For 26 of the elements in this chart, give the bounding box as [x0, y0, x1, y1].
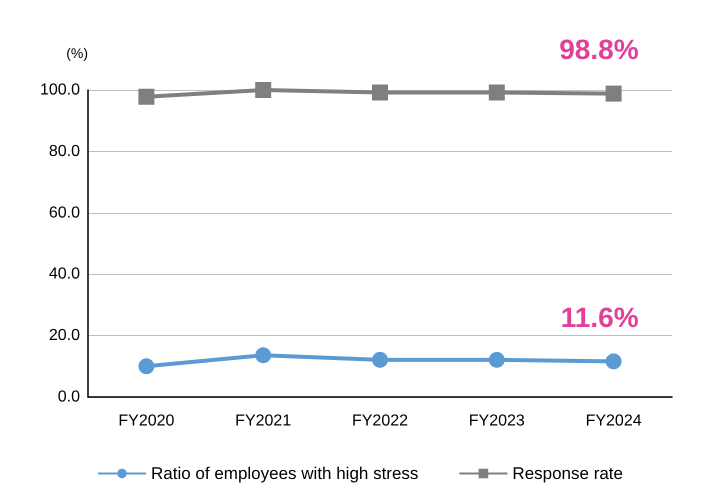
- y-tick-label: 40.0: [48, 266, 80, 283]
- annotation: 98.8%: [559, 34, 639, 66]
- point: [372, 352, 388, 368]
- point: [488, 84, 505, 100]
- y-tick-label: 100.0: [40, 82, 80, 98]
- annotation: 11.6%: [560, 302, 639, 333]
- point: [606, 86, 622, 102]
- point: [255, 82, 272, 98]
- y-tick-label: 20.0: [48, 327, 80, 344]
- y-axis-title: (%): [66, 45, 88, 61]
- point: [372, 84, 388, 100]
- point: [138, 88, 154, 105]
- x-tick-label: FY2021: [235, 412, 292, 430]
- x-tick-label: FY2020: [118, 412, 175, 430]
- point: [138, 358, 154, 374]
- x-tick-label: FY2023: [468, 412, 525, 430]
- y-tick-label: 80.0: [48, 142, 80, 160]
- point: [488, 352, 505, 368]
- legend-label: Ratio of employees with high stress: [151, 464, 418, 483]
- y-tick-label: 0.0: [58, 388, 80, 406]
- x-tick-label: FY2024: [586, 412, 642, 430]
- point: [606, 353, 622, 370]
- y-tick-label: 60.0: [48, 204, 80, 222]
- legend-label: Response rate: [512, 464, 623, 483]
- point: [255, 347, 272, 364]
- x-tick-label: FY2022: [352, 412, 408, 430]
